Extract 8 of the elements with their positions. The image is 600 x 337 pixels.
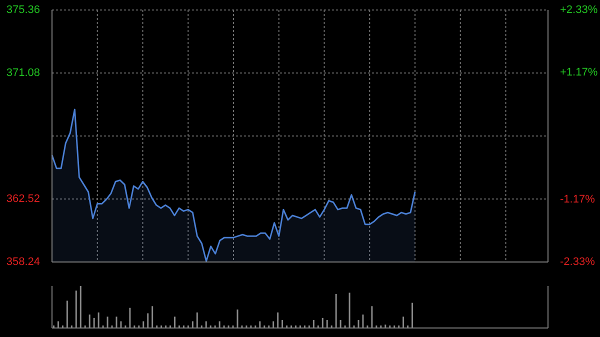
y2-tick-label: -2.33%: [560, 256, 596, 268]
y-tick-label: 375.36: [6, 4, 40, 16]
y2-tick-label: +2.33%: [560, 4, 598, 16]
y2-tick-label: +1.17%: [560, 66, 598, 79]
y-tick-label: 371.08: [6, 67, 40, 79]
y-tick-label: 358.24: [6, 256, 40, 268]
y-tick-label: 362.52: [6, 193, 40, 205]
y2-tick-label: -1.17%: [560, 193, 596, 206]
